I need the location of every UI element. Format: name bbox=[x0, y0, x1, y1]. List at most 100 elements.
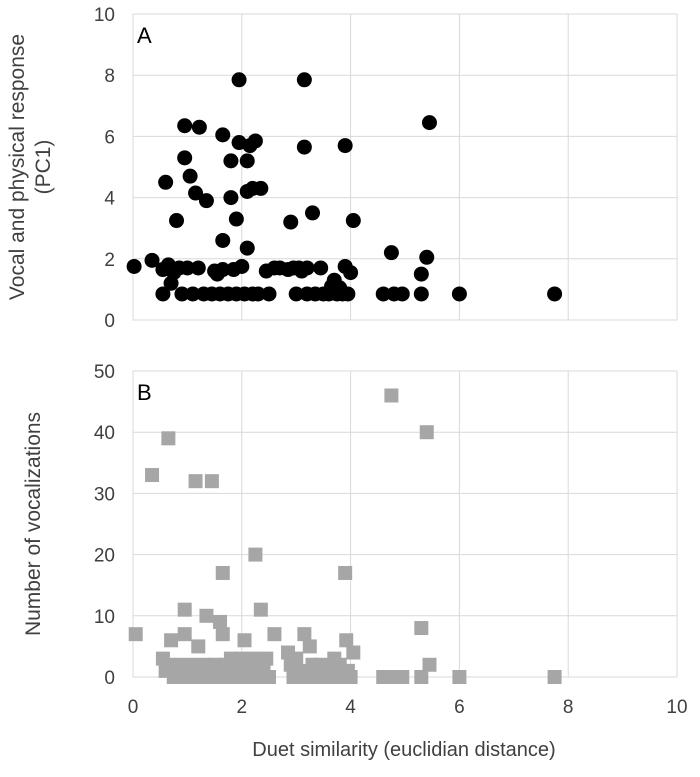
panel-b-data-point bbox=[188, 474, 203, 489]
panel-b-data-point bbox=[289, 651, 304, 666]
panel-b-data-point bbox=[343, 670, 358, 684]
panel-a-data-point bbox=[296, 139, 312, 155]
panel-b-x-tick-label: 0 bbox=[128, 697, 139, 718]
panel-b-y-tick-label: 10 bbox=[94, 607, 115, 628]
panel-a-data-point bbox=[343, 265, 359, 281]
panel-b-y-tick-label: 50 bbox=[94, 362, 115, 383]
panel-a-data-point bbox=[261, 286, 277, 302]
panel-a-data-point bbox=[158, 174, 174, 190]
panel-b-data-point bbox=[547, 670, 562, 684]
panel-a-y-tick-label: 2 bbox=[104, 250, 115, 271]
panel-a-label: A bbox=[137, 23, 152, 48]
panel-b-data-point bbox=[251, 670, 266, 684]
panel-a-data-point bbox=[234, 258, 250, 274]
panel-a-data-point bbox=[419, 249, 435, 265]
panel-a-data-point bbox=[345, 213, 361, 229]
panel-b-data-point bbox=[237, 633, 252, 648]
panel-a-data-point bbox=[223, 153, 239, 169]
panel-b-data-point bbox=[199, 608, 214, 623]
panel-b-data-point bbox=[213, 614, 228, 629]
panel-a-plot-area bbox=[132, 13, 678, 321]
panel-b-data-point bbox=[338, 565, 353, 580]
panel-a-data-point bbox=[250, 286, 266, 302]
panel-b-data-point bbox=[215, 627, 230, 642]
panel-a-data-point bbox=[337, 138, 353, 154]
panel-b-data-point bbox=[145, 468, 160, 483]
panel-b-data-point bbox=[376, 670, 391, 684]
panel-a-data-point bbox=[191, 119, 207, 135]
x-axis-title: Duet similarity (euclidian distance) bbox=[252, 739, 555, 761]
panel-b-y-axis-title: Number of vocalizations bbox=[22, 412, 45, 636]
panel-b-data-point bbox=[262, 670, 276, 684]
panel-a-data-point bbox=[375, 286, 391, 302]
panel-a-data-point bbox=[239, 153, 255, 169]
panel-a-data-point bbox=[177, 150, 193, 166]
panel-b-x-tick-label: 10 bbox=[666, 697, 687, 718]
panel-b: 0 10 20 30 40 50 0 2 4 6 8 10 B Number of vocalizatio… bbox=[22, 362, 688, 718]
panel-a-data-point bbox=[182, 168, 198, 184]
panel-a-data-point bbox=[215, 232, 231, 248]
panel-a-y-axis-title: Vocal and physical response (PC1) bbox=[6, 34, 55, 300]
panel-b-x-tick-label: 6 bbox=[454, 697, 465, 718]
panel-b-y-tick-label: 20 bbox=[94, 546, 115, 567]
panel-b-data-point bbox=[196, 657, 211, 672]
panel-a-y-axis-title-line: Vocal and physical response bbox=[6, 34, 29, 300]
panel-a-y-tick-label: 4 bbox=[104, 189, 115, 210]
panel-a-data-point bbox=[174, 286, 190, 302]
panel-a-data-point bbox=[169, 213, 185, 229]
panel-b-data-point bbox=[161, 431, 176, 446]
panel-a-y-tick-label: 0 bbox=[104, 311, 115, 332]
panel-a-data-point bbox=[190, 260, 206, 276]
panel-b-data-point bbox=[191, 639, 206, 654]
panel-b-data-point bbox=[155, 651, 170, 666]
panel-b-y-tick-label: 0 bbox=[104, 668, 115, 689]
panel-b-data-point bbox=[210, 670, 225, 684]
panel-b-data-point bbox=[302, 639, 317, 654]
panel-b-data-point bbox=[414, 670, 429, 684]
panel-b-data-point bbox=[267, 627, 282, 642]
panel-a-data-point bbox=[383, 245, 399, 261]
panel-b-data-point bbox=[452, 670, 467, 684]
panel-a-y-tick-label: 6 bbox=[104, 127, 115, 148]
panel-a-data-point bbox=[215, 127, 231, 143]
panel-a-data-point bbox=[296, 72, 312, 88]
panel-a-y-tick-label: 8 bbox=[104, 66, 115, 87]
panel-a-data-point bbox=[413, 286, 429, 302]
panel-b-data-point bbox=[245, 651, 260, 666]
panel-b-data-point bbox=[177, 627, 192, 642]
panel-a-data-point bbox=[185, 286, 201, 302]
panel-a-data-point bbox=[179, 260, 195, 276]
panel-a-data-point bbox=[547, 286, 563, 302]
panel-b-data-point bbox=[204, 474, 219, 489]
panel-b-data-point bbox=[346, 645, 361, 660]
panel-b-label: B bbox=[137, 380, 152, 405]
panel-a-data-point bbox=[126, 258, 142, 274]
panel-b-data-point bbox=[207, 657, 222, 672]
panel-b-data-point bbox=[248, 547, 263, 562]
panel-b-data-point bbox=[384, 388, 399, 403]
panel-a-data-point bbox=[198, 193, 214, 209]
panel-a-data-point bbox=[215, 262, 231, 278]
panel-a-data-point bbox=[247, 133, 263, 149]
panel-a-data-point bbox=[228, 211, 244, 227]
panel-b-data-point bbox=[414, 621, 429, 636]
panel-a-data-point bbox=[188, 185, 204, 201]
panel-a-data-point bbox=[144, 252, 160, 268]
panel-b-data-point bbox=[339, 633, 354, 648]
panel-b-data-point bbox=[177, 602, 192, 617]
panel-b-data-point bbox=[240, 670, 255, 684]
panel-a-data-point bbox=[177, 118, 193, 134]
panel-a-data-point bbox=[305, 205, 321, 221]
panel-b-data-point bbox=[419, 425, 434, 440]
panel-a-data-point bbox=[313, 260, 329, 276]
panel-b-data-point bbox=[183, 657, 198, 672]
panel-b-y-tick-label: 40 bbox=[94, 423, 115, 444]
panel-a-data-point bbox=[421, 115, 437, 131]
panel-a-data-point bbox=[253, 180, 269, 196]
panel-a-data-point bbox=[223, 190, 239, 206]
panel-b-data-point bbox=[223, 651, 238, 666]
panel-b-data-point bbox=[128, 627, 143, 642]
panel-b-data-point bbox=[395, 670, 410, 684]
